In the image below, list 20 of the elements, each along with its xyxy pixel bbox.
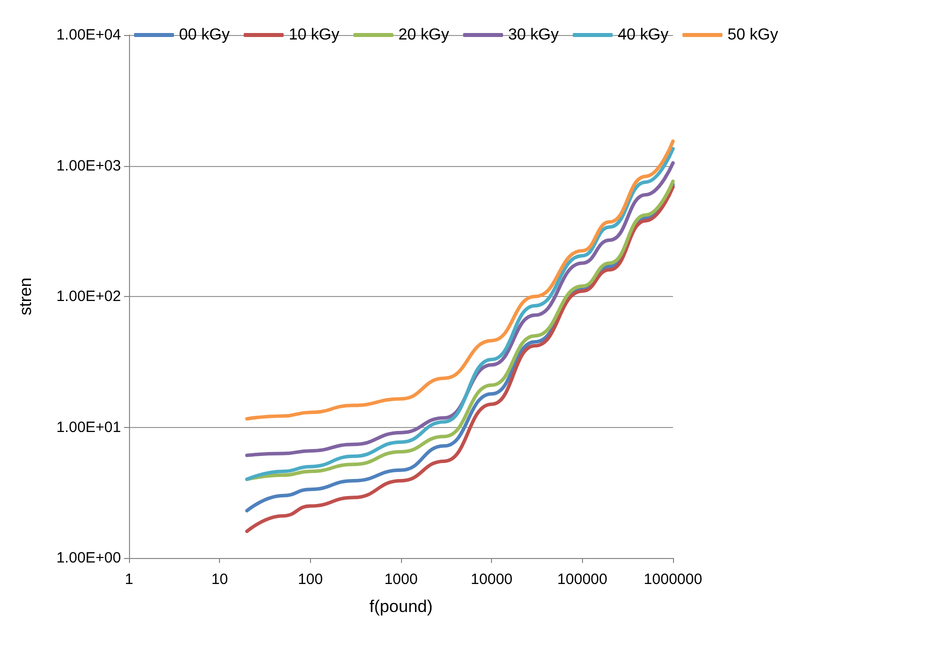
legend-label: 10 kGy xyxy=(288,26,340,44)
y-tick-label: 1.00E+04 xyxy=(56,26,121,44)
legend-label: 20 kGy xyxy=(398,26,450,44)
y-tick-label: 1.00E+02 xyxy=(56,288,121,305)
legend-label: 40 kGy xyxy=(618,26,668,44)
x-tick-label: 10000 xyxy=(470,571,513,588)
x-axis-title: f(pound) xyxy=(369,597,433,616)
x-tick-label: 100 xyxy=(298,571,323,588)
x-tick-label: 1000 xyxy=(384,571,418,588)
legend-label: 50 kGy xyxy=(727,26,778,44)
legend-label: 00 kGy xyxy=(179,26,230,44)
y-tick-label: 1.00E+03 xyxy=(56,157,121,174)
x-tick-label: 10 xyxy=(211,571,228,588)
x-tick-label: 100000 xyxy=(557,571,608,588)
y-tick-label: 1.00E+00 xyxy=(56,550,121,566)
y-axis-title: stren xyxy=(16,278,35,316)
y-tick-label: 1.00E+01 xyxy=(56,418,121,436)
x-tick-label: 1000000 xyxy=(644,571,702,588)
x-tick-label: 1 xyxy=(124,571,134,588)
legend-label: 30 kGy xyxy=(508,26,559,44)
